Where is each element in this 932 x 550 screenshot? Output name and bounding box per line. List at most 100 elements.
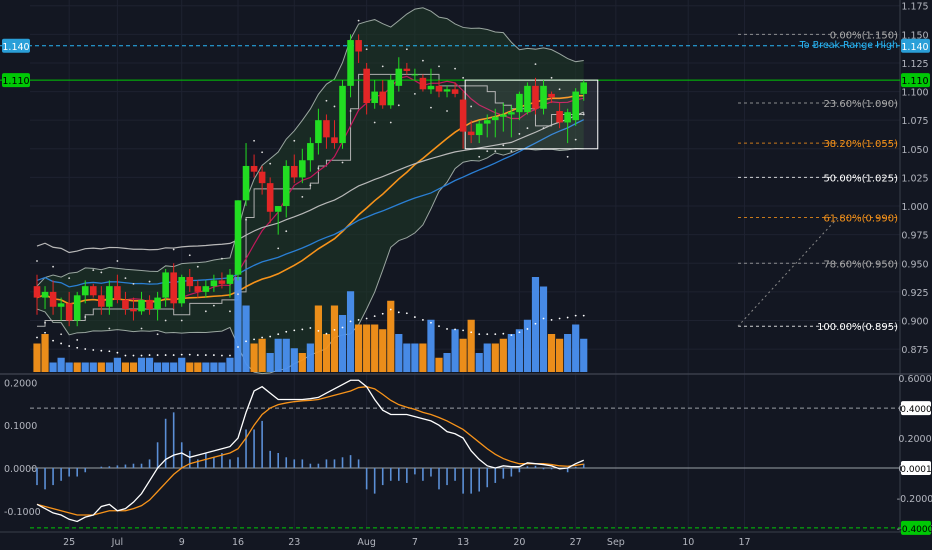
time-tick-label: Sep (607, 537, 625, 548)
volume-bar (330, 305, 339, 372)
volume-ma-dot (164, 354, 167, 356)
osc-right-tick: -0.2000 (897, 494, 932, 505)
candle-body (307, 143, 314, 161)
volume-bar (242, 305, 250, 372)
volume-bar (57, 357, 65, 372)
volume-bar (491, 343, 499, 372)
ma-blue (36, 119, 585, 288)
osc-tag (901, 460, 931, 475)
psar-dot (446, 110, 448, 112)
volume-ma-dot (309, 327, 312, 329)
psar-dot (325, 99, 328, 102)
volume-bar (121, 362, 130, 372)
volume-bar (186, 362, 194, 372)
volume-ma-dot (285, 330, 288, 333)
volume-ma-dot (558, 317, 561, 320)
candle-body (57, 303, 65, 307)
volume-ma-dot (180, 353, 183, 356)
psar-dot (84, 316, 87, 318)
volume-bar (387, 300, 395, 372)
candle-body (49, 291, 57, 307)
volume-bar (274, 338, 282, 372)
candle-body (315, 120, 322, 144)
volume-bar (403, 343, 411, 372)
ma-white (36, 111, 584, 254)
candle-body (347, 40, 354, 86)
psar-dot (245, 218, 247, 221)
price-tag-right (901, 38, 930, 53)
psar-dot (188, 254, 191, 257)
psar-dot (212, 304, 215, 307)
bollinger-upper (36, 7, 584, 287)
volume-ma-dot (132, 354, 135, 357)
volume-bar (129, 362, 138, 372)
volume-ma-dot (325, 332, 328, 335)
volume-ma-dot (196, 354, 199, 356)
volume-ma-dot (462, 329, 465, 332)
candle-body (435, 85, 443, 92)
candle-body (146, 299, 153, 310)
candle-body (81, 286, 89, 296)
psar-dot (341, 161, 344, 164)
candle-body (274, 206, 282, 212)
psar-dot (204, 310, 207, 313)
volume-bar (443, 353, 451, 372)
psar-dot (454, 67, 456, 70)
volume-ma-dot (413, 316, 416, 318)
time-tick-label: 23 (288, 537, 300, 548)
volume-ma-dot (357, 319, 360, 321)
psar-dot (502, 144, 505, 147)
price-tick-label: 0.875 (901, 345, 928, 356)
osc-tag (901, 401, 931, 416)
volume-ma-dot (478, 333, 481, 336)
psar-dot (269, 162, 272, 165)
psar-dot (349, 110, 352, 112)
psar-dot (92, 269, 95, 272)
time-tick-label: 16 (232, 537, 244, 548)
volume-bar (435, 357, 443, 372)
price-tick-label: 1.050 (901, 145, 928, 156)
volume-bar (97, 362, 105, 372)
volume-bar (178, 357, 186, 372)
price-tag-left (2, 73, 30, 88)
volume-bar (338, 315, 347, 372)
candle-body (202, 286, 210, 292)
candle-body (282, 165, 290, 207)
psar-dot (237, 293, 239, 296)
psar-dot (76, 339, 79, 341)
volume-ma-dot (373, 315, 376, 318)
psar-dot (132, 282, 135, 285)
volume-ma-dot (405, 312, 408, 315)
price-tag-right (901, 73, 930, 88)
psar-dot (494, 150, 497, 152)
candle-body (33, 286, 41, 298)
volume-bar (73, 362, 81, 372)
price-tag-left-label: 1.140 (2, 42, 29, 53)
volume-bar (194, 362, 202, 372)
candle-body (411, 74, 419, 76)
candle-body (170, 272, 177, 304)
volume-bar (580, 338, 588, 372)
volume-bar (363, 324, 371, 372)
osc-left-tick: 0.0000 (4, 464, 37, 475)
candle-body (371, 91, 378, 104)
volume-bar (41, 334, 49, 372)
volume-ma-dot (389, 308, 392, 311)
volume-ma-dot (204, 354, 207, 356)
candle-body (41, 291, 49, 298)
candle-body (250, 165, 258, 172)
annotation-break-range: To Break Range High (799, 40, 898, 51)
volume-bar (483, 343, 491, 372)
price-tick-label: 1.000 (901, 202, 928, 213)
volume-ma-dot (140, 354, 143, 357)
volume-bar (451, 329, 459, 372)
psar-dot (534, 63, 537, 65)
price-tick-label: 1.150 (901, 30, 928, 41)
candle-body (194, 286, 202, 292)
price-tick-label: 1.100 (901, 88, 928, 99)
psar-dot (582, 113, 585, 116)
volume-ma-dot (438, 325, 440, 327)
volume-ma-dot (534, 322, 537, 325)
